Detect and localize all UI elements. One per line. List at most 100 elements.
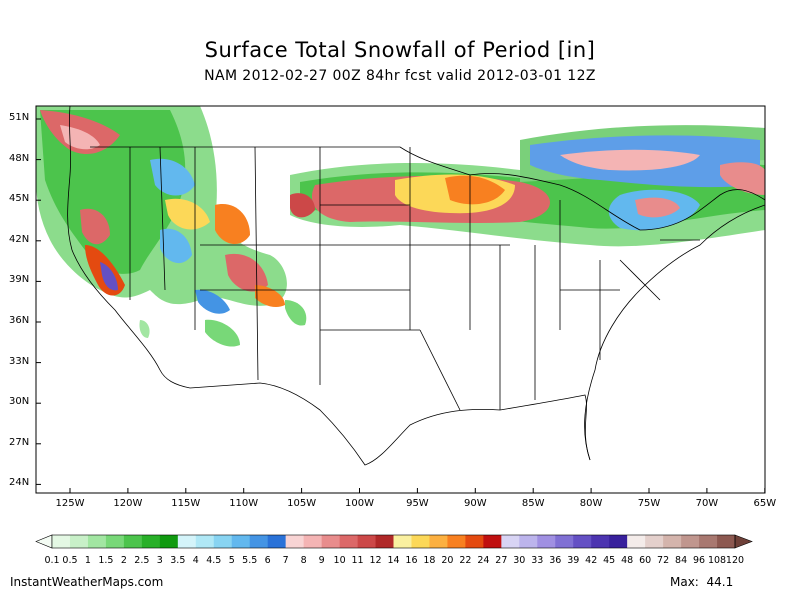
lat-label: 24N xyxy=(9,477,30,489)
colorbar-label: 4 xyxy=(192,555,199,566)
colorbar-label: 5.5 xyxy=(242,555,258,566)
colorbar xyxy=(35,534,753,549)
colorbar-label: 0.1 xyxy=(44,555,60,566)
colorbar-swatch xyxy=(321,535,340,548)
colorbar-label: 22 xyxy=(459,555,472,566)
lat-label: 39N xyxy=(9,274,30,286)
lon-label: 70W xyxy=(695,498,719,509)
colorbar-label: 18 xyxy=(423,555,436,566)
colorbar-label: 2 xyxy=(120,555,127,566)
colorbar-label: 12 xyxy=(369,555,382,566)
colorbar-swatch xyxy=(52,535,71,548)
colorbar-label: 96 xyxy=(693,555,706,566)
colorbar-label: 2.5 xyxy=(134,555,150,566)
lon-label: 110W xyxy=(229,498,259,509)
colorbar-label: 39 xyxy=(567,555,580,566)
colorbar-label: 1 xyxy=(84,555,91,566)
lat-label: 51N xyxy=(9,112,30,123)
lon-label: 115W xyxy=(171,498,201,509)
colorbar-swatch xyxy=(717,535,736,548)
max-value: 44.1 xyxy=(706,575,734,589)
colorbar-label: 1.5 xyxy=(98,555,114,566)
lon-label: 120W xyxy=(113,498,143,509)
colorbar-swatch xyxy=(339,535,358,548)
colorbar-swatch xyxy=(141,535,161,548)
colorbar-swatch xyxy=(213,535,233,548)
colorbar-swatch xyxy=(609,535,628,548)
colorbar-label: 7 xyxy=(282,555,289,566)
lat-label: 27N xyxy=(9,436,30,448)
colorbar-label: 5 xyxy=(228,555,235,566)
colorbar-swatch xyxy=(285,535,304,548)
colorbar-swatch xyxy=(645,535,664,548)
colorbar-swatch xyxy=(699,535,718,548)
colorbar-label: 42 xyxy=(585,555,598,566)
colorbar-label: 4.5 xyxy=(206,555,222,566)
lon-label: 80W xyxy=(579,498,603,509)
colorbar-swatch xyxy=(195,535,215,548)
colorbar-low-arrow xyxy=(35,534,53,549)
colorbar-label: 108 xyxy=(707,555,727,566)
colorbar-swatch xyxy=(303,535,322,548)
lon-label: 100W xyxy=(345,498,374,509)
colorbar-label: 60 xyxy=(639,555,652,566)
lon-label: 95W xyxy=(406,498,429,509)
colorbar-high-arrow xyxy=(734,534,753,549)
lon-label: 75W xyxy=(637,498,661,509)
colorbar-swatch xyxy=(411,535,430,548)
colorbar-label: 30 xyxy=(513,555,526,566)
colorbar-label: 20 xyxy=(441,555,454,566)
lon-label: 90W xyxy=(463,498,487,509)
colorbar-swatch xyxy=(537,535,556,548)
colorbar-label: 3 xyxy=(156,555,163,566)
colorbar-swatch xyxy=(267,535,286,548)
colorbar-swatch xyxy=(465,535,484,548)
colorbar-label: 48 xyxy=(621,555,634,566)
colorbar-label: 33 xyxy=(531,555,544,566)
colorbar-label: 84 xyxy=(675,555,688,566)
colorbar-label: 36 xyxy=(549,555,562,566)
colorbar-frame xyxy=(51,534,736,549)
snowfall-field xyxy=(36,106,765,347)
colorbar-swatch xyxy=(573,535,592,548)
lat-label: 45N xyxy=(9,193,30,205)
colorbar-swatch xyxy=(123,535,143,548)
colorbar-swatch xyxy=(519,535,538,548)
colorbar-swatch xyxy=(591,535,610,548)
colorbar-swatch xyxy=(429,535,448,548)
colorbar-swatch xyxy=(555,535,574,548)
colorbar-swatch xyxy=(69,535,89,548)
lat-label: 30N xyxy=(9,396,30,408)
colorbar-swatch xyxy=(447,535,466,548)
colorbar-swatch xyxy=(627,535,646,548)
lat-label: 42N xyxy=(9,233,30,245)
colorbar-label: 8 xyxy=(300,555,307,566)
colorbar-swatch xyxy=(501,535,520,548)
colorbar-swatch xyxy=(159,535,179,548)
colorbar-swatch xyxy=(663,535,682,548)
lat-label: 33N xyxy=(9,355,30,367)
colorbar-label: 6 xyxy=(264,555,271,566)
colorbar-label: 24 xyxy=(477,555,490,566)
colorbar-swatch xyxy=(483,535,502,548)
colorbar-label: 14 xyxy=(387,555,400,566)
colorbar-swatch xyxy=(87,535,107,548)
max-label: Max: xyxy=(670,575,699,589)
site-credit: InstantWeatherMaps.com xyxy=(10,575,164,589)
colorbar-swatch xyxy=(393,535,412,548)
max-value-readout: Max: 44.1 xyxy=(670,575,733,589)
chart-subtitle: NAM 2012-02-27 00Z 84hr fcst valid 2012-… xyxy=(204,68,596,84)
colorbar-swatch xyxy=(357,535,376,548)
lon-label: 125W xyxy=(55,498,85,509)
colorbar-label: 16 xyxy=(405,555,418,566)
colorbar-label: 3.5 xyxy=(170,555,186,566)
lon-label: 65W xyxy=(753,498,777,509)
colorbar-label: 72 xyxy=(657,555,670,566)
colorbar-label: 9 xyxy=(318,555,325,566)
colorbar-swatch xyxy=(105,535,125,548)
colorbar-label: 11 xyxy=(351,555,364,566)
colorbar-swatch xyxy=(231,535,251,548)
lon-label: 85W xyxy=(521,498,545,509)
colorbar-swatch xyxy=(375,535,394,548)
lat-label: 48N xyxy=(9,152,30,164)
